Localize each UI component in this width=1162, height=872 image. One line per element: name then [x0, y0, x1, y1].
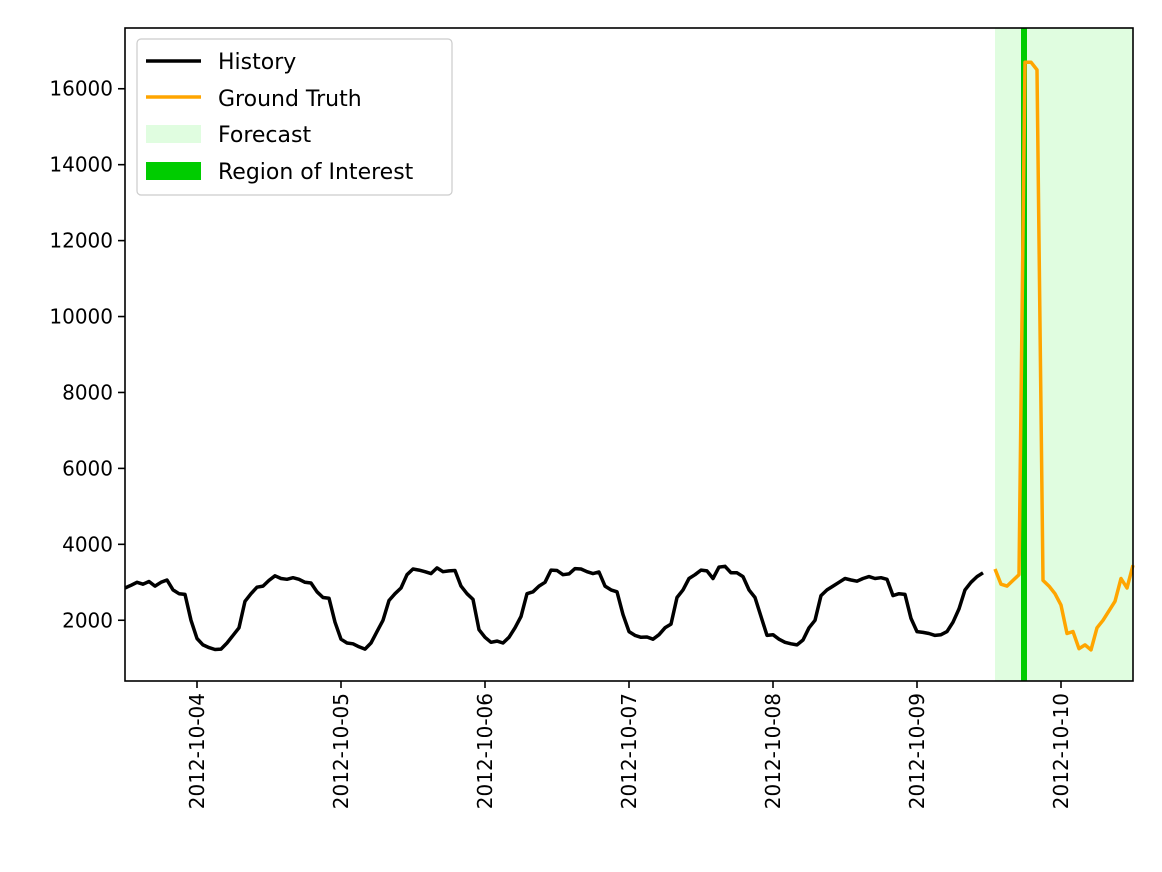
- y-tick-label: 8000: [62, 380, 113, 404]
- y-tick-label: 6000: [62, 456, 113, 480]
- region-of-interest-band: [1021, 28, 1027, 681]
- y-tick-label: 10000: [49, 305, 113, 329]
- legend-forecast-swatch: [146, 125, 201, 143]
- x-tick-label: 2012-10-10: [1049, 693, 1073, 809]
- legend-box: [136, 38, 453, 196]
- x-tick-label: 2012-10-08: [761, 693, 785, 809]
- history-series-line: [124, 564, 984, 652]
- x-tick-label: 2012-10-07: [617, 693, 641, 809]
- x-tick-label: 2012-10-09: [905, 693, 929, 809]
- y-tick-label: 14000: [49, 153, 113, 177]
- forecast-region: [995, 28, 1133, 681]
- legend-region-of-interest-swatch: [146, 162, 201, 180]
- x-tick-label: 2012-10-06: [473, 693, 497, 809]
- legend: History Ground Truth Forecast Region of …: [136, 38, 453, 196]
- legend-forecast-label: Forecast: [218, 123, 311, 148]
- x-tick-label: 2012-10-05: [329, 693, 353, 809]
- y-tick-label: 2000: [62, 608, 113, 632]
- y-tick-label: 12000: [49, 229, 113, 253]
- legend-ground-truth-label: Ground Truth: [218, 87, 362, 112]
- ground-truth-series-line: [993, 60, 1135, 652]
- y-tick-label: 16000: [49, 77, 113, 101]
- x-tick-label: 2012-10-04: [185, 693, 209, 809]
- legend-region-of-interest-label: Region of Interest: [218, 160, 414, 185]
- legend-history-label: History: [218, 50, 296, 75]
- y-tick-label: 4000: [62, 532, 113, 556]
